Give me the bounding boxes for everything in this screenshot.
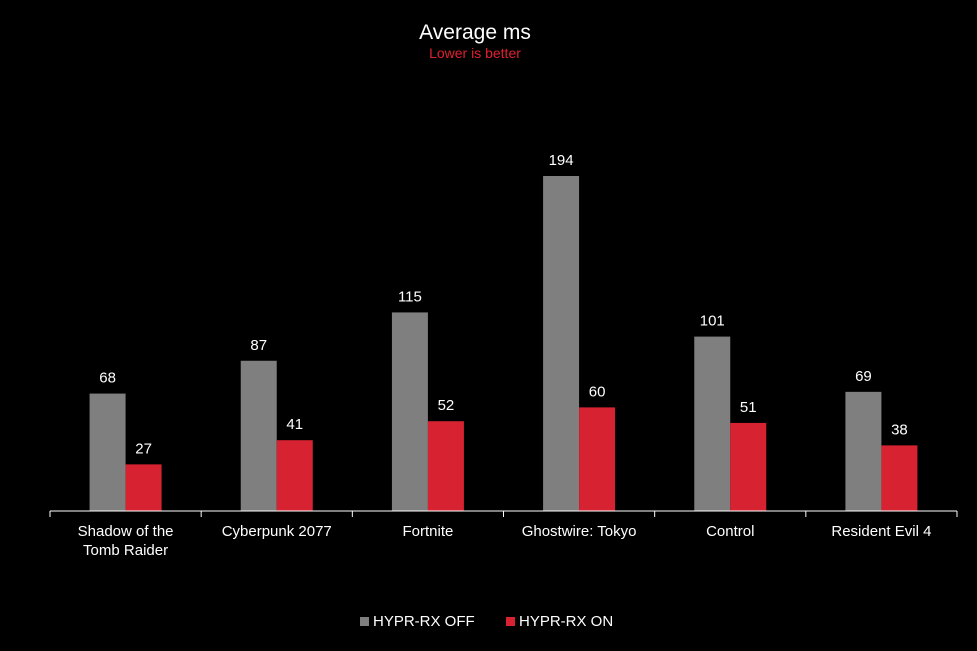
data-label: 87 <box>250 337 267 354</box>
bar-hypr-rx-off <box>240 360 277 511</box>
chart-title: Average ms <box>419 21 531 44</box>
bar-hypr-rx-off <box>89 393 126 511</box>
data-label: 115 <box>398 288 422 305</box>
data-label: 27 <box>135 440 152 457</box>
bar-hypr-rx-on <box>730 422 767 511</box>
bar-hypr-rx-off <box>391 312 428 511</box>
bar-hypr-rx-off <box>543 176 580 511</box>
bar-hypr-rx-off <box>845 391 882 511</box>
chart-subtitle: Lower is better <box>429 45 521 61</box>
category-label: Tomb Raider <box>83 542 168 559</box>
legend-swatch-hypr-rx-on <box>506 617 515 626</box>
legend-label-hypr-rx-off: HYPR-RX OFF <box>373 613 475 630</box>
data-label: 101 <box>700 313 725 330</box>
bar-hypr-rx-on <box>579 407 616 511</box>
bar-hypr-rx-on <box>881 445 918 511</box>
bar-hypr-rx-on <box>276 440 313 511</box>
category-label: Cyberpunk 2077 <box>222 523 332 540</box>
data-label: 68 <box>99 370 116 387</box>
legend-label-hypr-rx-on: HYPR-RX ON <box>519 613 613 630</box>
category-label: Fortnite <box>402 523 453 540</box>
data-label: 51 <box>740 399 757 416</box>
category-label: Control <box>706 523 754 540</box>
data-label: 69 <box>855 368 872 385</box>
category-label: Shadow of the <box>78 523 174 540</box>
x-axis-labels: Shadow of the Tomb Raider Cyberpunk 2077 Fo… <box>78 523 932 559</box>
data-label: 60 <box>589 383 606 400</box>
bars-layer: 68 27 87 41 115 52 194 60 101 51 69 38 <box>89 152 918 511</box>
data-label: 38 <box>891 421 908 438</box>
data-label: 194 <box>549 152 574 169</box>
bar-hypr-rx-off <box>694 336 731 511</box>
legend: HYPR-RX OFF HYPR-RX ON <box>360 613 613 630</box>
bar-hypr-rx-on <box>427 421 464 511</box>
bar-hypr-rx-on <box>125 464 162 511</box>
data-label: 41 <box>286 416 303 433</box>
x-axis-ticks <box>49 511 958 517</box>
legend-swatch-hypr-rx-off <box>360 617 369 626</box>
category-label: Ghostwire: Tokyo <box>522 523 637 540</box>
category-label: Resident Evil 4 <box>831 523 931 540</box>
data-label: 52 <box>438 397 455 414</box>
